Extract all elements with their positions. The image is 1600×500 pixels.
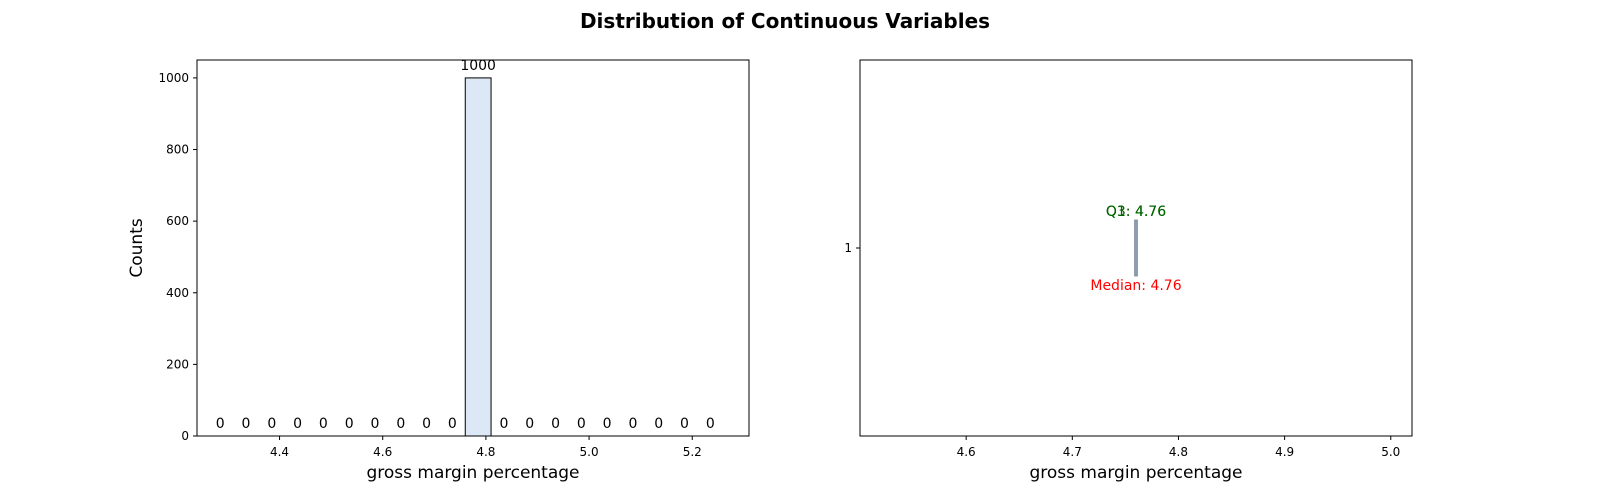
boxplot-x-tick-label: 4.8 [1169,445,1188,459]
boxplot-x-tick-label: 4.6 [957,445,976,459]
figure-title: Distribution of Continuous Variables [580,9,990,33]
histogram-bar [464,77,492,437]
histogram-x-tick-label: 5.0 [580,445,599,459]
histogram-bar-count-label: 0 [525,416,534,432]
histogram-y-tick-label: 600 [166,214,189,228]
histogram-bar-count-label: 0 [499,416,508,432]
histogram-y-axis-label: Counts [127,218,147,277]
boxplot-x-tick-label: 5.0 [1381,445,1400,459]
boxplot-x-tick-label: 4.7 [1063,445,1082,459]
histogram-bar-count-label: 0 [319,416,328,432]
histogram-x-axis: 4.4 4.6 4.8 5.0 5.2 [270,436,702,459]
histogram-y-tick-label: 0 [181,429,189,443]
boxplot-box [1134,219,1138,277]
histogram-bar-count-label: 0 [345,416,354,432]
boxplot-x-axis-label: gross margin percentage [1029,463,1242,483]
histogram-bar-count-label: 0 [628,416,637,432]
histogram-bars [207,77,724,437]
histogram-bar-count-label: 0 [422,416,431,432]
histogram-y-axis: 0 200 400 600 800 1000 [158,71,197,443]
median-label: Median: 4.76 [1090,278,1181,294]
histogram-x-tick-label: 4.6 [373,445,392,459]
q3-label: Q3: 4.76 [1106,204,1166,220]
histogram-y-tick-label: 400 [166,286,189,300]
histogram-y-tick-label: 800 [166,143,189,157]
boxplot-x-axis: 4.6 4.7 4.8 4.9 5.0 [957,436,1400,459]
histogram-bar-count-label: 0 [216,416,225,432]
histogram-plot-frame [196,59,750,437]
histogram-x-tick-label: 4.8 [476,445,495,459]
boxplot-y-axis: 1 [844,241,860,255]
histogram-bar-count-label: 0 [267,416,276,432]
histogram-bar-count-label: 0 [371,416,380,432]
histogram-bar-count-label: 0 [706,416,715,432]
histogram-y-tick-label: 1000 [158,71,189,85]
histogram-bar-count-label: 0 [448,416,457,432]
histogram-x-axis-label: gross margin percentage [366,463,579,483]
histogram-bar-count-label: 0 [293,416,302,432]
histogram-bar-count-label: 1000 [460,58,496,74]
histogram-bar-count-label: 0 [396,416,405,432]
histogram-bar-count-label: 0 [577,416,586,432]
q1-label: Q1: 4.76 [1106,204,1166,220]
histogram-bar-count-label: 0 [654,416,663,432]
histogram-bar-count-label: 0 [551,416,560,432]
histogram-x-tick-label: 5.2 [683,445,702,459]
histogram-bar-count-label: 0 [603,416,612,432]
histogram-bar-count-label: 0 [242,416,251,432]
boxplot-y-tick-label: 1 [844,241,852,255]
boxplot-x-tick-label: 4.9 [1275,445,1294,459]
histogram-y-tick-label: 200 [166,357,189,371]
histogram-bar-count-label: 0 [680,416,689,432]
histogram-x-tick-label: 4.4 [270,445,289,459]
